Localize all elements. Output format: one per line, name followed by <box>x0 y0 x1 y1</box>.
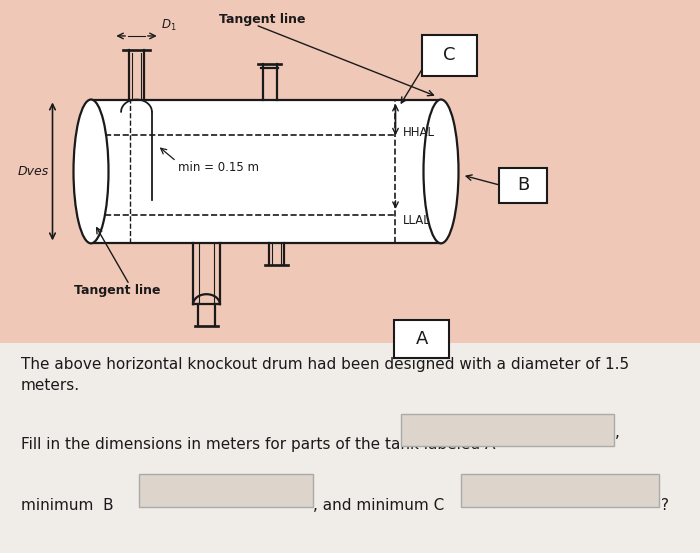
Text: $D_1$: $D_1$ <box>161 18 176 33</box>
Text: ?: ? <box>661 498 668 513</box>
Text: , and minimum C: , and minimum C <box>313 498 444 513</box>
FancyBboxPatch shape <box>499 168 547 203</box>
Text: A: A <box>416 330 428 348</box>
FancyBboxPatch shape <box>139 474 313 507</box>
Text: LLAL: LLAL <box>402 213 430 227</box>
Text: B: B <box>517 176 529 194</box>
Bar <box>0 343 700 553</box>
FancyBboxPatch shape <box>394 320 449 358</box>
Text: Tangent line: Tangent line <box>74 284 160 297</box>
Text: min = 0.15 m: min = 0.15 m <box>178 160 260 174</box>
FancyBboxPatch shape <box>422 35 477 76</box>
Text: C: C <box>444 46 456 64</box>
Text: minimum  B: minimum B <box>21 498 113 513</box>
Text: HHAL: HHAL <box>402 126 435 139</box>
Ellipse shape <box>74 100 108 243</box>
FancyBboxPatch shape <box>461 474 659 507</box>
Text: ,: , <box>615 425 620 440</box>
Ellipse shape <box>424 100 458 243</box>
Text: Tangent line: Tangent line <box>219 13 306 26</box>
Text: Dves: Dves <box>18 165 49 178</box>
Text: Fill in the dimensions in meters for parts of the tank labeled A: Fill in the dimensions in meters for par… <box>21 437 496 452</box>
Text: The above horizontal knockout drum had been designed with a diameter of 1.5
mete: The above horizontal knockout drum had b… <box>21 357 629 393</box>
Bar <box>91 100 441 243</box>
FancyBboxPatch shape <box>401 414 614 446</box>
